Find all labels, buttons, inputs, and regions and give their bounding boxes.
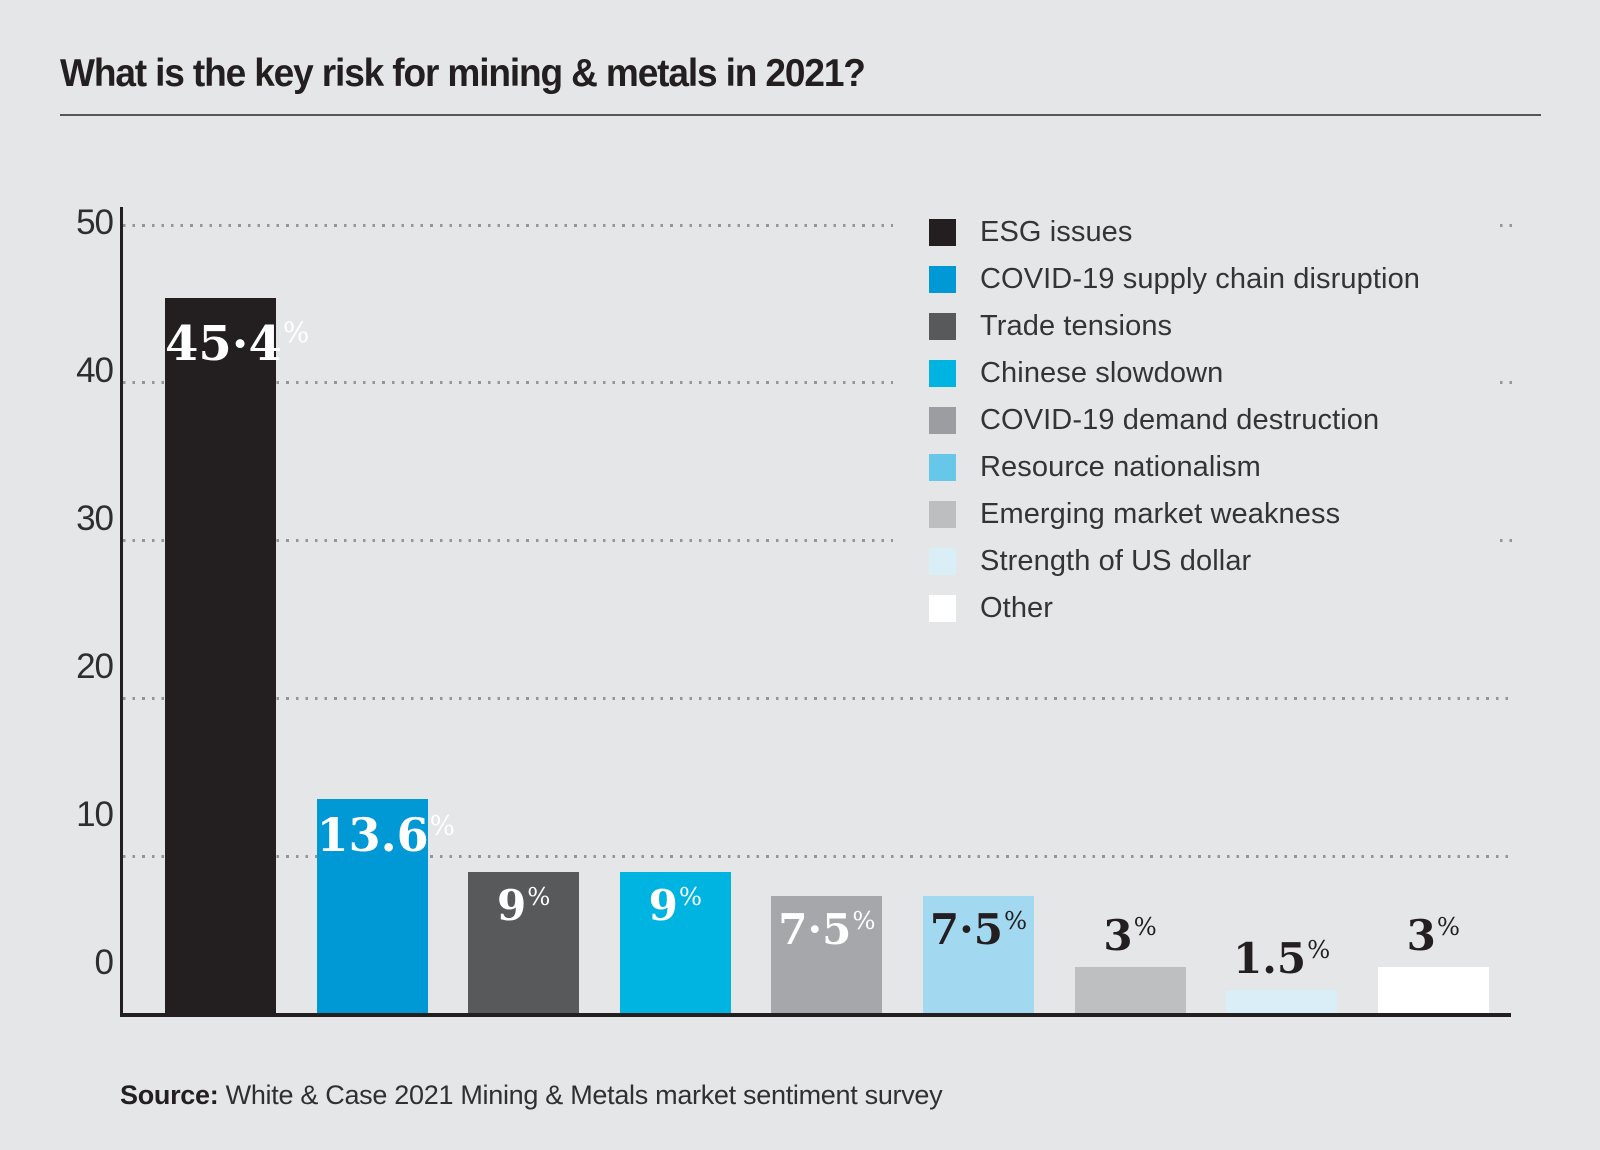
bar-strength-of-us-dollar <box>1226 990 1338 1014</box>
gridline-y50 <box>123 223 893 227</box>
legend-swatch <box>929 595 956 622</box>
bar-value-label: 3% <box>1103 910 1157 960</box>
legend-item-covid-19-demand-destruction: COVID-19 demand destruction <box>929 397 1379 444</box>
legend-item-other: Other <box>929 585 1053 632</box>
bar-value-label: 7·5% <box>778 904 876 954</box>
bar-value-label: 9% <box>648 880 702 930</box>
bar-other <box>1377 966 1489 1014</box>
source-label: Source: <box>120 1080 219 1110</box>
y-tick-label-30: 30 <box>76 499 114 538</box>
gridline-y20 <box>123 696 1512 700</box>
legend-item-label: Strength of US dollar <box>980 545 1252 577</box>
legend-item-esg-issues: ESG issues <box>929 209 1133 256</box>
bar-value-label: 3% <box>1406 910 1460 960</box>
legend-item-chinese-slowdown: Chinese slowdown <box>929 350 1223 397</box>
y-tick-label-10: 10 <box>76 795 114 834</box>
legend-item-resource-nationalism: Resource nationalism <box>929 444 1261 491</box>
y-tick-label-0: 0 <box>94 943 114 982</box>
percent-sign: % <box>1133 911 1157 941</box>
percent-sign: % <box>527 881 551 911</box>
percent-sign: % <box>282 316 310 350</box>
legend-item-label: COVID-19 supply chain disruption <box>980 263 1421 295</box>
title-rule <box>60 114 1541 116</box>
bar-value-label: 1.5% <box>1233 934 1331 984</box>
legend-swatch <box>929 266 956 293</box>
bar-covid-19-supply-chain-disruption <box>316 799 428 1014</box>
bar-emerging-market-weakness <box>1074 966 1186 1014</box>
bar-trade-tensions <box>468 871 580 1014</box>
legend-swatch <box>929 501 956 528</box>
legend-item-label: Emerging market weakness <box>980 498 1341 530</box>
bar-value-label: 9% <box>496 880 551 930</box>
bar-resource-nationalism <box>923 895 1034 1014</box>
chart-title: What is the key risk for mining & metals… <box>60 52 866 95</box>
gridline-y10 <box>123 854 1512 858</box>
legend-item-covid-19-supply-chain-disruption: COVID-19 supply chain disruption <box>929 256 1420 303</box>
percent-sign: % <box>1003 905 1028 935</box>
source-note: Source: White & Case 2021 Mining & Metal… <box>120 1080 943 1111</box>
y-tick-label-20: 20 <box>76 647 114 686</box>
percent-sign: % <box>1307 935 1331 965</box>
legend-item-label: COVID-19 demand destruction <box>980 404 1380 436</box>
gridline-y30 <box>123 539 893 543</box>
legend-item-label: Resource nationalism <box>980 451 1261 483</box>
percent-sign: % <box>429 810 455 842</box>
bar-value-label: 45·4% <box>165 315 310 372</box>
y-axis-line <box>120 207 123 1016</box>
legend-swatch <box>929 313 956 340</box>
gridline-y40 <box>1500 381 1512 385</box>
bar-covid-19-demand-destruction <box>771 895 883 1014</box>
source-text: White & Case 2021 Mining & Metals market… <box>218 1080 943 1110</box>
legend-swatch <box>929 548 956 575</box>
legend-item-label: Chinese slowdown <box>980 357 1224 389</box>
y-tick-label-40: 40 <box>76 351 114 390</box>
legend-swatch <box>929 360 956 387</box>
legend-swatch <box>929 407 956 434</box>
y-tick-label-50: 50 <box>76 203 114 242</box>
x-axis-baseline <box>120 1013 1511 1017</box>
bar-value-label: 7·5% <box>929 904 1028 954</box>
legend-item-label: ESG issues <box>980 216 1133 248</box>
percent-sign: % <box>678 881 702 911</box>
bar-value-label: 13.6% <box>316 808 455 863</box>
legend-item-label: Other <box>980 592 1054 624</box>
gridline-y30 <box>1500 539 1512 543</box>
percent-sign: % <box>852 905 876 935</box>
legend-item-trade-tensions: Trade tensions <box>929 303 1172 350</box>
bar-chinese-slowdown <box>619 871 731 1014</box>
legend-item-label: Trade tensions <box>980 310 1173 342</box>
gridline-y50 <box>1500 223 1512 227</box>
gridline-y40 <box>123 381 893 385</box>
percent-sign: % <box>1436 911 1460 941</box>
bar-esg-issues <box>165 297 276 1014</box>
legend-item-emerging-market-weakness: Emerging market weakness <box>929 491 1340 538</box>
legend-swatch <box>929 454 956 481</box>
legend-swatch <box>929 219 956 246</box>
legend-item-strength-of-us-dollar: Strength of US dollar <box>929 538 1251 585</box>
